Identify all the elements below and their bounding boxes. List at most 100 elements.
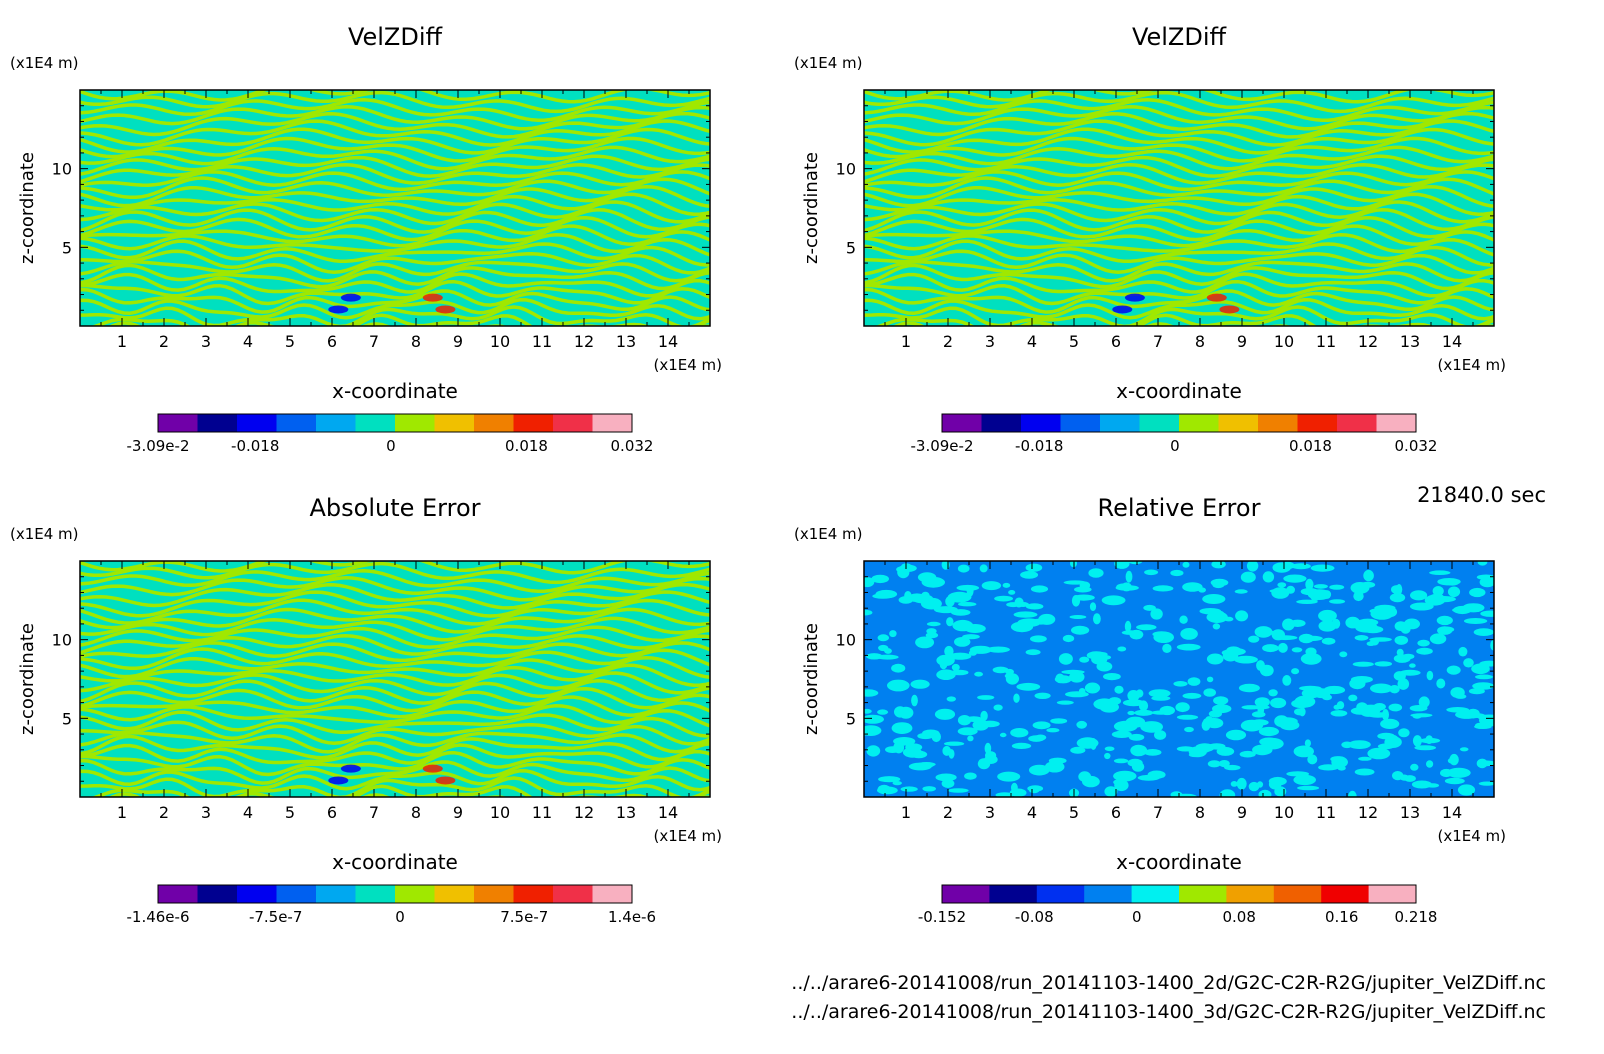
contour-band [80, 90, 710, 114]
x-tick-label: 7 [1153, 332, 1163, 351]
colorbar-tick-label: 0.032 [611, 437, 654, 455]
colorbar-swatch [592, 885, 633, 903]
noise-patch [1236, 777, 1247, 790]
field-anomaly [340, 764, 361, 773]
noise-patch [1463, 618, 1488, 624]
noise-patch [1397, 678, 1410, 690]
noise-patch [1480, 610, 1494, 617]
contour-band [80, 184, 710, 208]
noise-patch [1322, 694, 1332, 701]
noise-patch [926, 621, 941, 627]
noise-patch [1436, 678, 1446, 689]
noise-patch [1409, 663, 1416, 668]
noise-patch [1005, 673, 1019, 685]
noise-patch [1062, 634, 1075, 643]
colorbar-swatch [513, 414, 554, 432]
noise-patch [1212, 623, 1221, 630]
y-axis-label: z-coordinate [17, 623, 38, 735]
y-axis-label: z-coordinate [17, 152, 38, 264]
x-tick-label: 11 [1316, 332, 1336, 351]
colorbar-tick-label: 0 [1170, 437, 1180, 455]
noise-patch [864, 577, 875, 588]
noise-patch [1248, 635, 1260, 643]
noise-patch [934, 708, 956, 720]
noise-patch [974, 671, 983, 677]
noise-patch [1429, 570, 1451, 575]
noise-patch [922, 786, 936, 792]
noise-patch [1455, 710, 1478, 719]
noise-patch [1025, 603, 1044, 610]
noise-patch [1348, 694, 1358, 702]
noise-patch [1412, 714, 1422, 719]
noise-patch [1363, 569, 1374, 582]
noise-patch [1025, 649, 1041, 656]
noise-patch [1293, 774, 1316, 786]
noise-patch [1350, 676, 1373, 683]
noise-patch [1286, 771, 1310, 777]
noise-patch [1182, 692, 1202, 699]
contour-band [864, 260, 1494, 283]
noise-patch [1224, 616, 1234, 622]
x-tick-label: 13 [616, 803, 636, 822]
noise-patch [1152, 585, 1174, 592]
noise-patch [1479, 714, 1494, 727]
x-tick-label: 12 [574, 332, 594, 351]
colorbar-tick-label: 0.16 [1325, 908, 1358, 926]
noise-patch [1225, 729, 1247, 741]
contour-band [80, 224, 710, 248]
contour-band [80, 176, 710, 200]
contour-band [89, 313, 710, 326]
x-unit-label: (x1E4 m) [1437, 356, 1506, 374]
noise-patch [1251, 711, 1266, 718]
contour-band [864, 127, 1494, 155]
noise-patch [1330, 710, 1348, 717]
noise-patch [980, 710, 988, 721]
noise-patch [871, 574, 889, 584]
noise-patch [1246, 561, 1259, 572]
noise-patch [1296, 599, 1318, 604]
y-tick-label: 5 [62, 238, 72, 257]
contour-band [80, 625, 710, 649]
contour-band [80, 686, 710, 713]
x-tick-label: 11 [532, 803, 552, 822]
colorbar-swatch [942, 885, 990, 903]
noise-patch [891, 663, 906, 673]
noise-patch [864, 725, 882, 736]
contour-band [80, 170, 710, 192]
noise-patch [1050, 718, 1068, 724]
contour-band [864, 136, 1494, 163]
heatmap-field [80, 90, 710, 326]
noise-patch [1391, 585, 1403, 594]
x-unit-label: (x1E4 m) [1437, 827, 1506, 845]
noise-patch [1162, 643, 1172, 653]
x-tick-label: 5 [285, 332, 295, 351]
x-tick-label: 6 [1111, 332, 1121, 351]
colorbar-swatch [158, 885, 198, 903]
x-tick-label: 3 [985, 803, 995, 822]
noise-patch [1058, 653, 1073, 665]
noise-patch [1173, 681, 1188, 687]
contour-band [80, 119, 710, 147]
x-axis-label: x-coordinate [332, 850, 458, 874]
x-tick-label: 8 [1195, 803, 1205, 822]
noise-patch [1203, 688, 1216, 697]
noise-patch [1256, 781, 1264, 788]
colorbar-swatch [237, 885, 277, 903]
noise-patch [1367, 747, 1391, 760]
contour-band [80, 232, 710, 257]
x-tick-label: 13 [1400, 803, 1420, 822]
noise-patch [1136, 624, 1157, 631]
noise-patch [878, 776, 901, 783]
colorbar-swatch [1321, 885, 1370, 903]
noise-patch [1291, 563, 1311, 570]
noise-patch [958, 602, 977, 607]
y-unit-label: (x1E4 m) [794, 525, 863, 543]
colorbar-frame [157, 413, 633, 433]
noise-patch [1241, 705, 1261, 710]
contour-band [80, 663, 710, 687]
y-unit-label: (x1E4 m) [10, 525, 79, 543]
contour-band [80, 743, 710, 769]
noise-patch [1321, 637, 1336, 645]
